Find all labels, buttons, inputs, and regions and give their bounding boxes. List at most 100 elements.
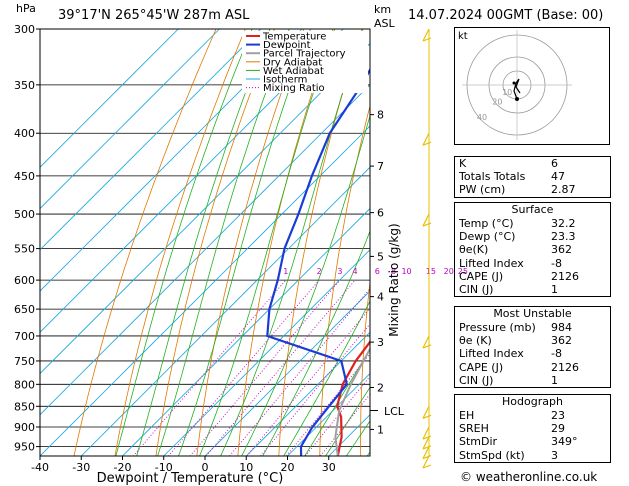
wind-barb-flag: [422, 435, 432, 440]
pressure-tick-label: 550: [14, 243, 35, 256]
wet-adiabat-line: [136, 29, 271, 456]
mixing-ratio-value: 4: [353, 267, 358, 276]
wind-barb-flag: [422, 414, 432, 419]
mixing-ratio-value: 25: [458, 267, 468, 276]
hodograph-ring-label: 20: [492, 98, 502, 107]
wet-adiabat-line: [220, 29, 364, 456]
temp-tick-label: -10: [155, 461, 173, 474]
temp-tick-label: 0: [202, 461, 209, 474]
row-value: 2126: [551, 269, 579, 283]
isotherm-line: [40, 29, 179, 168]
wind-barb: [422, 436, 430, 450]
mixing-ratio-value: 15: [426, 267, 436, 276]
pressure-tick-label: 400: [14, 127, 35, 140]
mixing-ratio-line: [205, 279, 356, 456]
wind-barb-flag: [422, 222, 432, 227]
wind-barb: [422, 335, 430, 349]
wind-barb: [422, 446, 430, 459]
legend-label: Dewpoint: [263, 40, 311, 51]
datetime-title: 14.07.2024 00GMT (Base: 00): [408, 8, 604, 23]
height-axis: 8 7 6 5 4 3 2 1: [370, 109, 384, 436]
temp-tick-label: -30: [72, 461, 90, 474]
row-value: 362: [551, 334, 572, 348]
row-label: CIN (J): [459, 373, 494, 387]
row-label: Totals Totals: [459, 170, 526, 184]
dry-adiabat-line: [360, 279, 370, 456]
table-row: EH 23: [455, 409, 610, 422]
wet-adiabat-line: [262, 230, 370, 456]
isotherm-line: [245, 331, 370, 456]
row-value: -8: [551, 256, 562, 270]
hodograph-title: Hodograph: [502, 395, 563, 408]
wind-barb-flag: [422, 445, 432, 450]
table-row: StmSpd (kt) 3: [455, 449, 610, 462]
pressure-tick-label: 300: [14, 23, 35, 36]
mixing-ratio-line: [228, 288, 370, 456]
table-row: CAPE (J) 2126: [455, 270, 610, 283]
isotherm-line: [40, 125, 370, 456]
dry-adiabat-line: [114, 29, 246, 456]
table-row: Lifted Index -8: [455, 347, 610, 360]
isotherm-line: [40, 29, 262, 251]
isotherm-line: [40, 29, 303, 292]
hodograph-unit: kt: [458, 31, 468, 42]
row-label: StmSpd (kt): [459, 448, 525, 462]
mixing-ratio-value: 2: [317, 267, 322, 276]
wind-barb: [422, 455, 430, 469]
mixing-ratio-line: [189, 279, 341, 456]
wind-barb-flag: [422, 455, 432, 460]
height-tick-label: 8: [377, 109, 384, 122]
mixing-ratio-value: 20: [444, 267, 454, 276]
table-row: PW (cm) 2.87: [455, 183, 610, 196]
pressure-tick-label: 650: [14, 303, 35, 316]
row-label: K: [459, 157, 467, 170]
row-label: EH: [459, 409, 475, 422]
isotherm-line: [204, 290, 370, 456]
height-tick-label: 4: [377, 291, 384, 304]
row-label: Dewp (°C): [459, 230, 516, 244]
mixing-ratio-line: [246, 307, 370, 456]
pressure-unit: hPa: [16, 2, 36, 15]
most-unstable-panel: Most Unstable Pressure (mb) 984 θe (K) 362 L…: [454, 306, 611, 388]
table-row: SREH 29: [455, 422, 610, 435]
table-row: Dewp (°C) 23.3: [455, 230, 610, 243]
wind-barb: [422, 213, 430, 227]
pressure-tick-label: 600: [14, 274, 35, 287]
temp-tick-label: -40: [31, 461, 49, 474]
km-unit: km: [374, 3, 392, 16]
pressure-tick-label: 350: [14, 79, 35, 92]
pressure-tick-label: 500: [14, 208, 35, 221]
row-label: SREH: [459, 422, 489, 436]
table-row: θe(K) 362: [455, 243, 610, 256]
row-value: 32.2: [551, 217, 576, 230]
asl-unit: ASL: [374, 17, 395, 30]
row-value: 2126: [551, 360, 579, 374]
surface-rows: Temp (°C) 32.2 Dewp (°C) 23.3 θe(K) 362 Lifted…: [455, 217, 610, 296]
temp-tick-label: 20: [281, 461, 295, 474]
hodograph-trace: [513, 78, 521, 100]
legend-label: Isotherm: [263, 75, 307, 86]
height-tick-label: 1: [377, 423, 384, 436]
wind-barb: [422, 28, 430, 42]
mixing-ratio-line: [285, 353, 370, 456]
table-row: CAPE (J) 2126: [455, 361, 610, 374]
wind-barb: [422, 406, 430, 419]
table-row: CIN (J) 1: [455, 283, 610, 296]
table-row: CIN (J) 1: [455, 374, 610, 387]
row-value: 984: [551, 321, 572, 334]
pressure-tick-label: 450: [14, 170, 35, 183]
legend-label: Parcel Trajectory: [263, 49, 346, 60]
row-value: 349°: [551, 435, 578, 449]
mixing-ratio-axis-label: Mixing Ratio (g/kg): [387, 223, 401, 336]
wet-adiabat-line: [178, 29, 312, 456]
row-value: 29: [551, 422, 565, 436]
row-label: θe(K): [459, 243, 489, 257]
table-row: Lifted Index -8: [455, 257, 610, 270]
isotherm-line: [40, 29, 344, 333]
row-label: Lifted Index: [459, 256, 524, 270]
wet-adiabat-line: [115, 29, 253, 456]
wind-barb: [422, 132, 430, 146]
series-dewpoint: [266, 67, 370, 456]
row-value: 3: [551, 448, 558, 462]
